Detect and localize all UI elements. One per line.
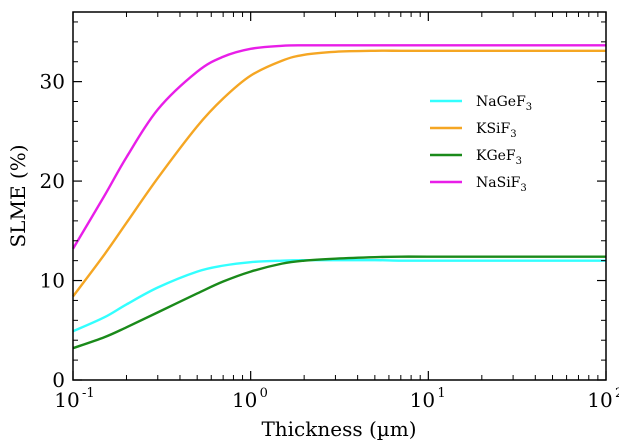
y-tick-label: 0: [52, 368, 65, 392]
x-tick-label: 10: [410, 388, 435, 412]
y-axis-label: SLME (%): [6, 144, 30, 247]
x-tick-label: 10: [587, 388, 612, 412]
legend-label-base: NaSiF: [476, 175, 521, 191]
series-line-ksif3: [72, 49, 606, 298]
x-tick-label: 10: [232, 388, 257, 412]
x-tick-exponent: 0: [260, 386, 268, 401]
legend-label-subscript: 3: [510, 129, 516, 140]
x-tick-exponent: -1: [82, 386, 95, 401]
legend-label-subscript: 3: [516, 156, 522, 167]
series-lines: [71, 44, 606, 350]
legend-label: KSiF3: [476, 121, 517, 140]
legend-label-base: KGeF: [476, 148, 516, 164]
y-tick-label: 10: [40, 269, 65, 293]
legend-label-base: KSiF: [476, 121, 511, 137]
x-axis-label: Thickness (µm): [261, 417, 416, 440]
x-tick-label: 10: [54, 388, 79, 412]
legend-label-base: NaGeF: [476, 94, 526, 110]
y-tick-label: 20: [40, 169, 65, 193]
legend-label-subscript: 3: [520, 183, 526, 194]
x-tick-exponent: 2: [615, 386, 619, 401]
series-line-nasif3: [71, 44, 606, 250]
legend-label-subscript: 3: [526, 102, 532, 113]
legend-label: NaGeF3: [476, 94, 532, 113]
y-tick-label: 30: [40, 70, 65, 94]
series-line-nagef3: [72, 258, 606, 333]
legend-label: NaSiF3: [476, 175, 527, 194]
legend-label: KGeF3: [476, 148, 522, 167]
axis-ticks: 10-11001011020102030: [40, 12, 619, 412]
x-tick-exponent: 1: [437, 386, 445, 401]
series-line-kgef3: [72, 255, 606, 350]
plot-frame: [72, 11, 607, 381]
